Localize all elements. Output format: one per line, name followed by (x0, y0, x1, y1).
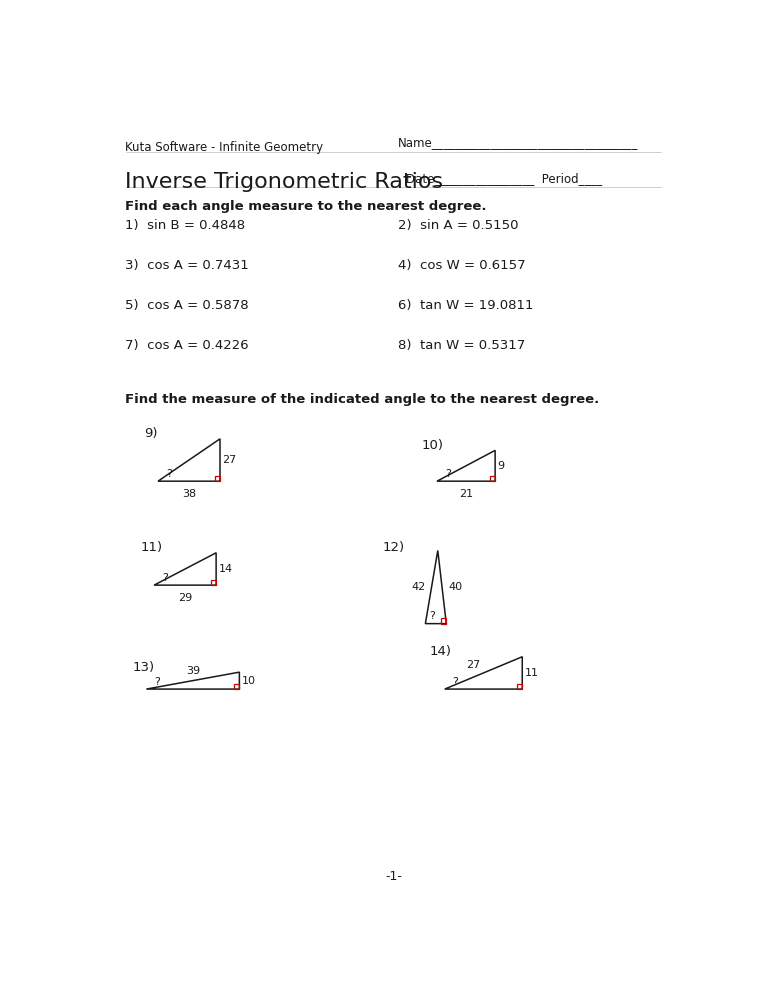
Text: 8)  tan W = 0.5317: 8) tan W = 0.5317 (399, 340, 525, 353)
Text: 10: 10 (242, 676, 256, 686)
Text: 11: 11 (525, 668, 538, 678)
Text: 27: 27 (222, 455, 237, 465)
Text: Name___________________________________: Name___________________________________ (399, 136, 639, 149)
Text: 2)  sin A = 0.5150: 2) sin A = 0.5150 (399, 220, 518, 233)
Text: ?: ? (166, 469, 171, 479)
Text: ?: ? (445, 469, 451, 479)
Text: 9): 9) (144, 427, 157, 440)
Bar (214, 476, 220, 481)
Bar (490, 476, 495, 481)
Bar (441, 618, 446, 623)
Text: 11): 11) (141, 542, 162, 555)
Text: 7)  cos A = 0.4226: 7) cos A = 0.4226 (125, 340, 249, 353)
Text: 40: 40 (449, 582, 463, 592)
Text: Inverse Trigonometric Ratios: Inverse Trigonometric Ratios (125, 172, 444, 192)
Text: 6)  tan W = 19.0811: 6) tan W = 19.0811 (399, 299, 534, 312)
Text: 29: 29 (178, 592, 192, 602)
Text: 42: 42 (411, 582, 425, 592)
Text: 39: 39 (186, 666, 200, 676)
Text: 14): 14) (429, 645, 452, 658)
Text: ?: ? (162, 573, 167, 582)
Bar (517, 684, 522, 689)
Text: Kuta Software - Infinite Geometry: Kuta Software - Infinite Geometry (125, 141, 323, 154)
Text: Find the measure of the indicated angle to the nearest degree.: Find the measure of the indicated angle … (125, 393, 600, 406)
Text: 5)  cos A = 0.5878: 5) cos A = 0.5878 (125, 299, 249, 312)
Text: Date_________________  Period____: Date_________________ Period____ (406, 172, 602, 185)
Text: ?: ? (154, 677, 160, 687)
Text: 21: 21 (459, 489, 473, 499)
Text: 1)  sin B = 0.4848: 1) sin B = 0.4848 (125, 220, 246, 233)
Text: Find each angle measure to the nearest degree.: Find each angle measure to the nearest d… (125, 200, 487, 213)
Text: 13): 13) (132, 661, 154, 674)
Bar (234, 684, 240, 689)
Text: 4)  cos W = 0.6157: 4) cos W = 0.6157 (399, 259, 526, 272)
Bar (210, 580, 216, 585)
Text: ?: ? (452, 677, 458, 687)
Text: -1-: -1- (386, 870, 402, 883)
Text: 38: 38 (182, 489, 196, 499)
Text: 14: 14 (218, 564, 233, 574)
Text: 9: 9 (498, 461, 505, 471)
Text: 12): 12) (382, 542, 405, 555)
Text: 27: 27 (466, 660, 481, 670)
Text: 3)  cos A = 0.7431: 3) cos A = 0.7431 (125, 259, 249, 272)
Text: 10): 10) (422, 438, 443, 452)
Text: ?: ? (429, 611, 435, 621)
